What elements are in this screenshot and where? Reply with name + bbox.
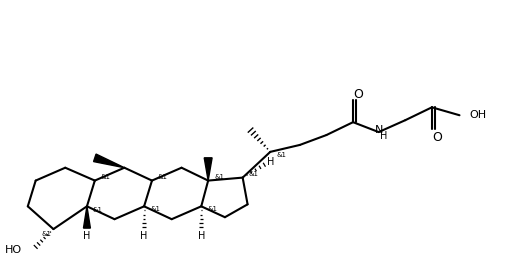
Text: HO: HO [5, 245, 22, 255]
Text: &1: &1 [158, 174, 168, 180]
Polygon shape [94, 154, 125, 168]
Text: H: H [197, 231, 205, 241]
Text: &1: &1 [207, 206, 217, 212]
Text: N: N [375, 125, 383, 135]
Text: O: O [353, 88, 363, 101]
Polygon shape [83, 206, 90, 228]
Text: H: H [380, 131, 387, 141]
Text: &1: &1 [42, 231, 52, 237]
Text: &1: &1 [150, 206, 160, 212]
Polygon shape [204, 158, 212, 181]
Text: &1: &1 [214, 174, 224, 180]
Text: &1: &1 [101, 174, 111, 180]
Text: O: O [432, 130, 442, 143]
Text: &1: &1 [249, 171, 258, 177]
Text: H: H [83, 231, 91, 241]
Text: &1: &1 [276, 152, 286, 158]
Text: H: H [267, 157, 274, 167]
Text: &1: &1 [93, 207, 103, 213]
Text: OH: OH [469, 110, 487, 120]
Text: H: H [141, 231, 148, 241]
